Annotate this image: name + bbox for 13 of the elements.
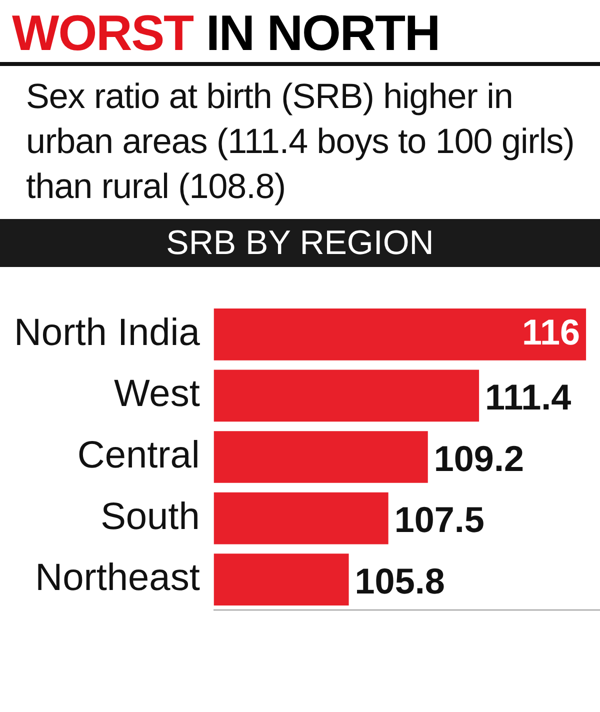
- data-label: 107.5: [394, 499, 484, 540]
- y-tick-label: West: [114, 373, 200, 416]
- data-label: 109.2: [434, 438, 524, 479]
- data-label: 105.8: [354, 560, 445, 602]
- chart-title: WORST IN NORTH: [0, 0, 600, 66]
- y-tick-label: Central: [77, 434, 200, 476]
- chart-subtitle: Sex ratio at birth (SRB) higher in urban areas (111.4 boys to 100 girls) than rural (108.8): [25, 76, 576, 208]
- text: SRB BY REGION: [0, 219, 600, 267]
- y-tick-label: Northeast: [35, 557, 200, 600]
- y-tick-label: North India: [14, 312, 201, 354]
- data-label: 111.4: [485, 376, 572, 418]
- data-label: 116: [522, 311, 580, 352]
- y-tick-label: South: [100, 496, 200, 538]
